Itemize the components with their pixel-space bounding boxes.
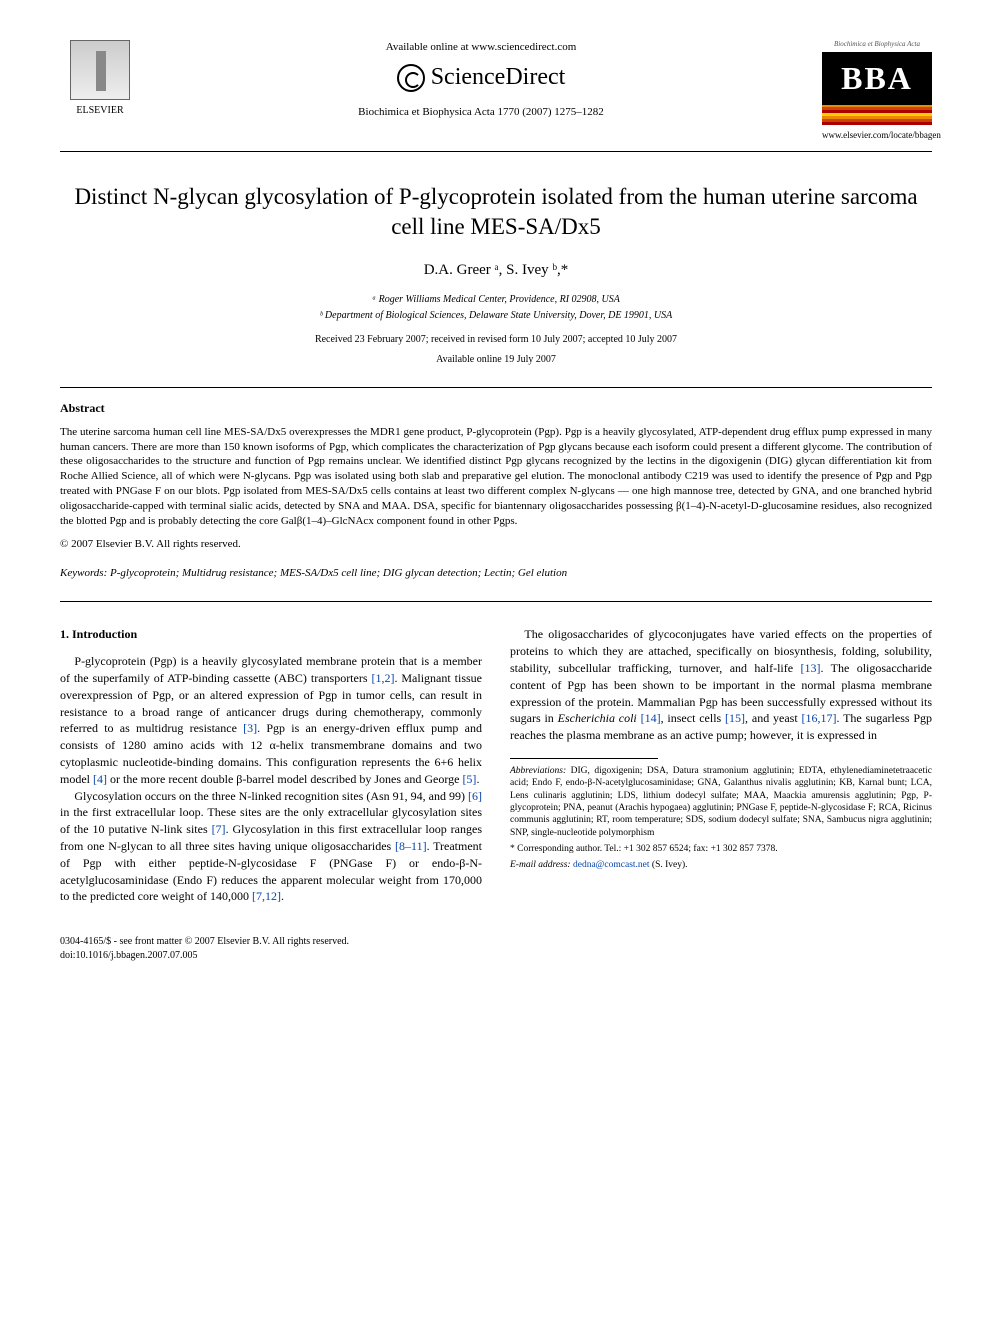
abstract-heading: Abstract <box>60 400 932 417</box>
center-header: Available online at www.sciencedirect.co… <box>140 40 822 121</box>
sciencedirect-swirl-icon <box>397 64 425 92</box>
page-root: ELSEVIER Available online at www.science… <box>0 0 992 1003</box>
abstract-top-divider <box>60 387 932 388</box>
keywords-text: P-glycoprotein; Multidrug resistance; ME… <box>110 567 567 579</box>
abbrev-label: Abbreviations: <box>510 766 566 776</box>
cite-4[interactable]: [4] <box>93 772 107 786</box>
p3-ital-ecoli: Escherichia coli <box>558 711 637 725</box>
footer-left: 0304-4165/$ - see front matter © 2007 El… <box>60 935 349 963</box>
journal-citation: Biochimica et Biophysica Acta 1770 (2007… <box>140 105 822 120</box>
cite-13[interactable]: [13] <box>800 661 820 675</box>
p1e: . <box>476 772 479 786</box>
footnotes: Abbreviations: DIG, digoxigenin; DSA, Da… <box>510 765 932 872</box>
authors-line: D.A. Greer ᵃ, S. Ivey ᵇ,* <box>60 260 932 281</box>
footnote-abbrev: Abbreviations: DIG, digoxigenin; DSA, Da… <box>510 765 932 839</box>
footer-copyright: 0304-4165/$ - see front matter © 2007 El… <box>60 935 349 949</box>
affiliation-a: ᵃ Roger Williams Medical Center, Provide… <box>60 293 932 307</box>
footer-doi: doi:10.1016/j.bbagen.2007.07.005 <box>60 949 349 963</box>
sciencedirect-text: ScienceDirect <box>431 61 566 95</box>
available-online-text: Available online at www.sciencedirect.co… <box>140 40 822 55</box>
p1d: or the more recent double β-barrel model… <box>107 772 462 786</box>
abstract-text: The uterine sarcoma human cell line MES-… <box>60 425 932 529</box>
cite-5[interactable]: [5] <box>462 772 476 786</box>
footnote-email: E-mail address: dedna@comcast.net (S. Iv… <box>510 859 932 871</box>
p3d: , insect cells <box>661 711 725 725</box>
cite-8-11[interactable]: [8–11] <box>395 839 427 853</box>
cite-3[interactable]: [3] <box>243 721 257 735</box>
date-online: Available online 19 July 2007 <box>60 353 932 367</box>
p3e: , and yeast <box>745 711 801 725</box>
affiliation-b: ᵇ Department of Biological Sciences, Del… <box>60 309 932 323</box>
cite-7-12[interactable]: [7,12] <box>252 889 281 903</box>
article-title: Distinct N-glycan glycosylation of P-gly… <box>60 182 932 242</box>
abstract-bottom-divider <box>60 601 932 602</box>
bba-logo: Biochimica et Biophysica Acta BBA www.el… <box>822 40 932 141</box>
date-received: Received 23 February 2007; received in r… <box>60 333 932 347</box>
abbrev-text: DIG, digoxigenin; DSA, Datura stramonium… <box>510 766 932 838</box>
body-para-3: The oligosaccharides of glycoconjugates … <box>510 626 932 744</box>
email-label: E-mail address: <box>510 860 571 870</box>
cite-6[interactable]: [6] <box>468 789 482 803</box>
intro-heading: 1. Introduction <box>60 626 482 643</box>
bba-journal-name: Biochimica et Biophysica Acta <box>822 40 932 50</box>
abstract-copyright: © 2007 Elsevier B.V. All rights reserved… <box>60 537 932 552</box>
cite-7[interactable]: [7] <box>212 822 226 836</box>
elsevier-tree-icon <box>70 40 130 100</box>
header-row: ELSEVIER Available online at www.science… <box>60 40 932 141</box>
header-divider <box>60 151 932 152</box>
elsevier-label: ELSEVIER <box>60 104 140 118</box>
body-columns: 1. Introduction P-glycoprotein (Pgp) is … <box>60 626 932 905</box>
body-para-1: P-glycoprotein (Pgp) is a heavily glycos… <box>60 653 482 787</box>
p2a: Glycosylation occurs on the three N-link… <box>74 789 468 803</box>
cite-15[interactable]: [15] <box>725 711 745 725</box>
body-para-2: Glycosylation occurs on the three N-link… <box>60 788 482 906</box>
keywords-line: Keywords: P-glycoprotein; Multidrug resi… <box>60 566 932 581</box>
bba-box-text: BBA <box>822 52 932 105</box>
cite-1-2[interactable]: [1,2] <box>371 671 394 685</box>
sciencedirect-logo: ScienceDirect <box>397 61 566 95</box>
affiliations: ᵃ Roger Williams Medical Center, Provide… <box>60 293 932 323</box>
bba-url: www.elsevier.com/locate/bbagen <box>822 129 932 142</box>
cite-16-17[interactable]: [16,17] <box>801 711 836 725</box>
keywords-label: Keywords: <box>60 567 107 579</box>
p2e: . <box>281 889 284 903</box>
cite-14[interactable]: [14] <box>641 711 661 725</box>
email-suffix: (S. Ivey). <box>650 860 688 870</box>
elsevier-logo: ELSEVIER <box>60 40 140 118</box>
bba-stripes-icon <box>822 105 932 125</box>
email-link[interactable]: dedna@comcast.net <box>573 860 650 870</box>
footnote-divider <box>510 758 658 759</box>
footnote-corresponding: * Corresponding author. Tel.: +1 302 857… <box>510 843 932 855</box>
footer-row: 0304-4165/$ - see front matter © 2007 El… <box>60 935 932 963</box>
